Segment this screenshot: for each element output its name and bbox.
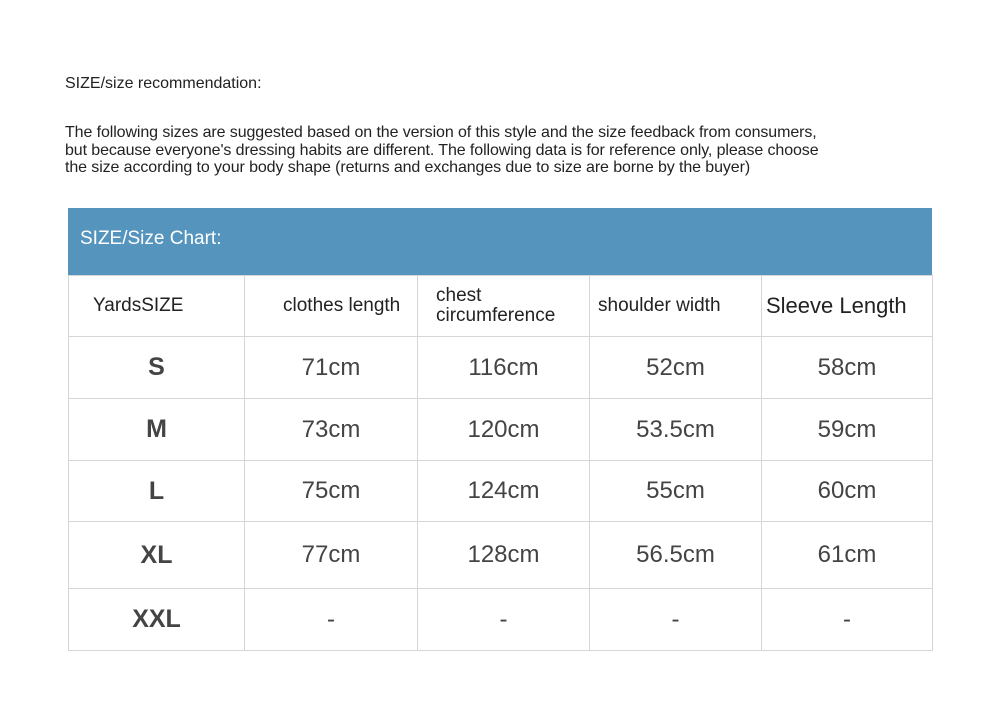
cell-shoulder: 56.5cm xyxy=(589,521,762,589)
cell-clothes-length: 73cm xyxy=(244,398,418,461)
cell-sleeve: - xyxy=(761,588,933,651)
table-row: S 71cm 116cm 52cm 58cm xyxy=(68,336,933,399)
page-title: SIZE/size recommendation: xyxy=(65,75,262,92)
cell-shoulder: 55cm xyxy=(589,460,762,522)
size-chart-heading: SIZE/Size Chart: xyxy=(80,228,222,249)
cell-clothes-length: 71cm xyxy=(244,336,418,399)
cell-size: XL xyxy=(68,521,245,589)
cell-sleeve: 61cm xyxy=(761,521,933,589)
cell-chest: 116cm xyxy=(417,336,590,399)
cell-chest: 128cm xyxy=(417,521,590,589)
column-header-size: YardsSIZE xyxy=(68,275,245,337)
cell-size: M xyxy=(68,398,245,461)
column-header-shoulder: shoulder width xyxy=(589,275,762,337)
paragraph-line: but because everyone's dressing habits a… xyxy=(65,141,819,159)
cell-clothes-length: 75cm xyxy=(244,460,418,522)
cell-size: S xyxy=(68,336,245,399)
cell-shoulder: 52cm xyxy=(589,336,762,399)
table-row: M 73cm 120cm 53.5cm 59cm xyxy=(68,398,933,461)
paragraph-line: the size according to your body shape (r… xyxy=(65,159,751,176)
paragraph-line: The following sizes are suggested based … xyxy=(65,124,817,141)
column-header-sleeve: Sleeve Length xyxy=(761,275,933,337)
size-chart-header-band: SIZE/Size Chart: xyxy=(68,208,932,275)
recommendation-text: The following sizes are suggested based … xyxy=(65,124,819,177)
cell-chest: 124cm xyxy=(417,460,590,522)
table-header-row: YardsSIZE clothes length chest circumfer… xyxy=(68,275,933,337)
cell-sleeve: 60cm xyxy=(761,460,933,522)
cell-clothes-length: 77cm xyxy=(244,521,418,589)
column-header-chest-text: chest circumference xyxy=(436,285,556,326)
cell-shoulder: - xyxy=(589,588,762,651)
cell-clothes-length: - xyxy=(244,588,418,651)
cell-shoulder: 53.5cm xyxy=(589,398,762,461)
column-header-clothes-length: clothes length xyxy=(244,275,418,337)
column-header-chest: chest circumference xyxy=(417,275,590,337)
cell-sleeve: 58cm xyxy=(761,336,933,399)
cell-chest: - xyxy=(417,588,590,651)
cell-sleeve: 59cm xyxy=(761,398,933,461)
cell-chest: 120cm xyxy=(417,398,590,461)
cell-size: L xyxy=(68,460,245,522)
table-row: XL 77cm 128cm 56.5cm 61cm xyxy=(68,521,933,589)
table-row: XXL - - - - xyxy=(68,588,933,651)
table-row: L 75cm 124cm 55cm 60cm xyxy=(68,460,933,522)
cell-size: XXL xyxy=(68,588,245,651)
size-table: YardsSIZE clothes length chest circumfer… xyxy=(68,275,933,651)
